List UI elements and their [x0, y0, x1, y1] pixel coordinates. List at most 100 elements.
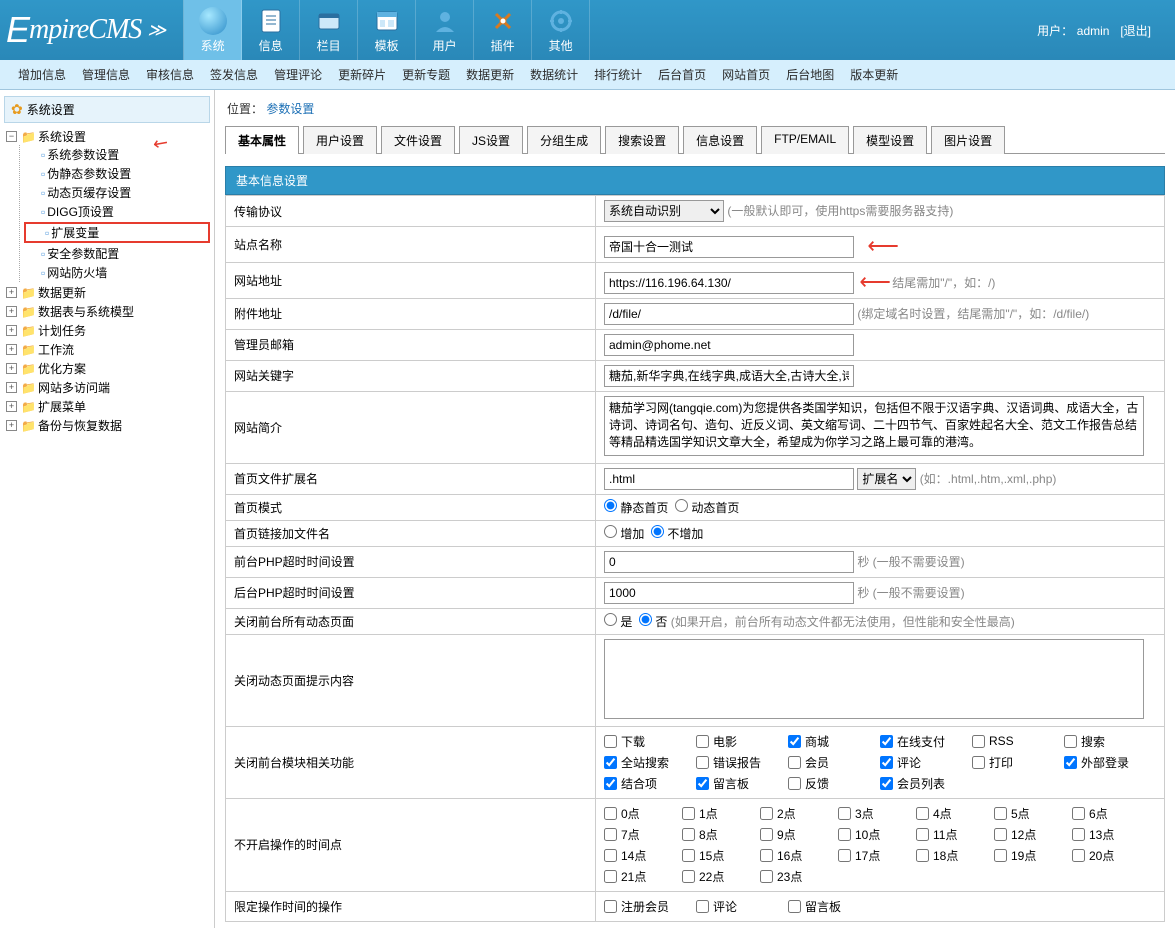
- expand-icon[interactable]: +: [6, 306, 17, 317]
- hour-checkbox[interactable]: 21点: [604, 866, 682, 887]
- secmenu-item[interactable]: 更新碎片: [338, 66, 386, 83]
- tree-node[interactable]: 工作流: [38, 341, 74, 358]
- tab-4[interactable]: 分组生成: [527, 126, 601, 154]
- hour-checkbox[interactable]: 14点: [604, 845, 682, 866]
- secmenu-item[interactable]: 版本更新: [850, 66, 898, 83]
- mod-checkbox[interactable]: 下载: [604, 731, 696, 752]
- hour-checkbox[interactable]: 2点: [760, 803, 838, 824]
- tree-node[interactable]: 伪静态参数设置: [47, 165, 131, 182]
- secmenu-item[interactable]: 审核信息: [146, 66, 194, 83]
- topnav-column[interactable]: 栏目: [300, 0, 358, 60]
- tree-node[interactable]: 计划任务: [38, 322, 86, 339]
- keywords-input[interactable]: [604, 365, 854, 387]
- mod-checkbox[interactable]: 电影: [696, 731, 788, 752]
- tab-1[interactable]: 用户设置: [303, 126, 377, 154]
- hour-checkbox[interactable]: 5点: [994, 803, 1072, 824]
- hour-checkbox[interactable]: 7点: [604, 824, 682, 845]
- expand-icon[interactable]: +: [6, 401, 17, 412]
- topnav-system[interactable]: 系统: [184, 0, 242, 60]
- tree-node[interactable]: DIGG顶设置: [47, 203, 114, 220]
- tree-node[interactable]: 安全参数配置: [47, 245, 119, 262]
- tab-6[interactable]: 信息设置: [683, 126, 757, 154]
- tree-node[interactable]: 数据表与系统模型: [38, 303, 134, 320]
- limitop-checkbox[interactable]: 评论: [696, 896, 788, 917]
- breadcrumb-link[interactable]: 参数设置: [266, 102, 314, 116]
- tree-node[interactable]: 备份与恢复数据: [38, 417, 122, 434]
- expand-icon[interactable]: +: [6, 287, 17, 298]
- expand-icon[interactable]: +: [6, 344, 17, 355]
- mod-checkbox[interactable]: RSS: [972, 731, 1064, 752]
- backphp-input[interactable]: [604, 582, 854, 604]
- secmenu-item[interactable]: 数据更新: [466, 66, 514, 83]
- mod-checkbox[interactable]: 结合项: [604, 773, 696, 794]
- mod-checkbox[interactable]: 外部登录: [1064, 752, 1156, 773]
- secmenu-item[interactable]: 签发信息: [210, 66, 258, 83]
- expand-icon[interactable]: +: [6, 363, 17, 374]
- frontphp-input[interactable]: [604, 551, 854, 573]
- mod-checkbox[interactable]: 留言板: [696, 773, 788, 794]
- topnav-template[interactable]: 模板: [358, 0, 416, 60]
- tab-2[interactable]: 文件设置: [381, 126, 455, 154]
- ext-select[interactable]: 扩展名: [857, 468, 916, 490]
- hour-checkbox[interactable]: 8点: [682, 824, 760, 845]
- ext-input[interactable]: [604, 468, 854, 490]
- tree-node[interactable]: 系统设置: [38, 128, 86, 145]
- hour-checkbox[interactable]: 4点: [916, 803, 994, 824]
- hour-checkbox[interactable]: 23点: [760, 866, 838, 887]
- protocol-select[interactable]: 系统自动识别: [604, 200, 724, 222]
- topnav-plugin[interactable]: 插件: [474, 0, 532, 60]
- mode-dynamic[interactable]: 动态首页: [675, 501, 739, 515]
- tab-7[interactable]: FTP/EMAIL: [761, 126, 849, 154]
- secmenu-item[interactable]: 管理评论: [274, 66, 322, 83]
- hour-checkbox[interactable]: 20点: [1072, 845, 1150, 866]
- linkfile-no[interactable]: 不增加: [651, 527, 703, 541]
- hour-checkbox[interactable]: 13点: [1072, 824, 1150, 845]
- mode-static[interactable]: 静态首页: [604, 501, 668, 515]
- hour-checkbox[interactable]: 19点: [994, 845, 1072, 866]
- mod-checkbox[interactable]: 评论: [880, 752, 972, 773]
- closedyn-yes[interactable]: 是: [604, 615, 632, 629]
- mod-checkbox[interactable]: 在线支付: [880, 731, 972, 752]
- closedyn-no[interactable]: 否: [639, 615, 667, 629]
- secmenu-item[interactable]: 后台首页: [658, 66, 706, 83]
- tree-node[interactable]: 动态页缓存设置: [47, 184, 131, 201]
- expand-icon[interactable]: −: [6, 131, 17, 142]
- mod-checkbox[interactable]: 搜索: [1064, 731, 1156, 752]
- tree-node[interactable]: 数据更新: [38, 284, 86, 301]
- tab-3[interactable]: JS设置: [459, 126, 523, 154]
- hour-checkbox[interactable]: 12点: [994, 824, 1072, 845]
- tree-node[interactable]: 系统参数设置: [47, 146, 119, 163]
- tab-0[interactable]: 基本属性: [225, 126, 299, 154]
- tree-node[interactable]: 扩展变量: [51, 224, 99, 241]
- tab-9[interactable]: 图片设置: [931, 126, 1005, 154]
- expand-icon[interactable]: +: [6, 420, 17, 431]
- topnav-user[interactable]: 用户: [416, 0, 474, 60]
- intro-textarea[interactable]: 糖茄学习网(tangqie.com)为您提供各类国学知识，包括但不限于汉语字典、…: [604, 396, 1144, 456]
- hour-checkbox[interactable]: 16点: [760, 845, 838, 866]
- mod-checkbox[interactable]: 商城: [788, 731, 880, 752]
- limitop-checkbox[interactable]: 注册会员: [604, 896, 696, 917]
- mod-checkbox[interactable]: 反馈: [788, 773, 880, 794]
- mod-checkbox[interactable]: 会员: [788, 752, 880, 773]
- secmenu-item[interactable]: 更新专题: [402, 66, 450, 83]
- tree-node[interactable]: 扩展菜单: [38, 398, 86, 415]
- siteurl-input[interactable]: [604, 272, 854, 294]
- secmenu-item[interactable]: 增加信息: [18, 66, 66, 83]
- hour-checkbox[interactable]: 3点: [838, 803, 916, 824]
- hour-checkbox[interactable]: 18点: [916, 845, 994, 866]
- tree-node[interactable]: 优化方案: [38, 360, 86, 377]
- hour-checkbox[interactable]: 6点: [1072, 803, 1150, 824]
- mod-checkbox[interactable]: 会员列表: [880, 773, 972, 794]
- hour-checkbox[interactable]: 22点: [682, 866, 760, 887]
- secmenu-item[interactable]: 网站首页: [722, 66, 770, 83]
- logout-link[interactable]: [退出]: [1120, 24, 1151, 38]
- mod-checkbox[interactable]: 错误报告: [696, 752, 788, 773]
- expand-icon[interactable]: +: [6, 325, 17, 336]
- secmenu-item[interactable]: 后台地图: [786, 66, 834, 83]
- sitename-input[interactable]: [604, 236, 854, 258]
- hour-checkbox[interactable]: 0点: [604, 803, 682, 824]
- fileurl-input[interactable]: [604, 303, 854, 325]
- hour-checkbox[interactable]: 11点: [916, 824, 994, 845]
- hour-checkbox[interactable]: 1点: [682, 803, 760, 824]
- tree-node[interactable]: 网站防火墙: [47, 264, 107, 281]
